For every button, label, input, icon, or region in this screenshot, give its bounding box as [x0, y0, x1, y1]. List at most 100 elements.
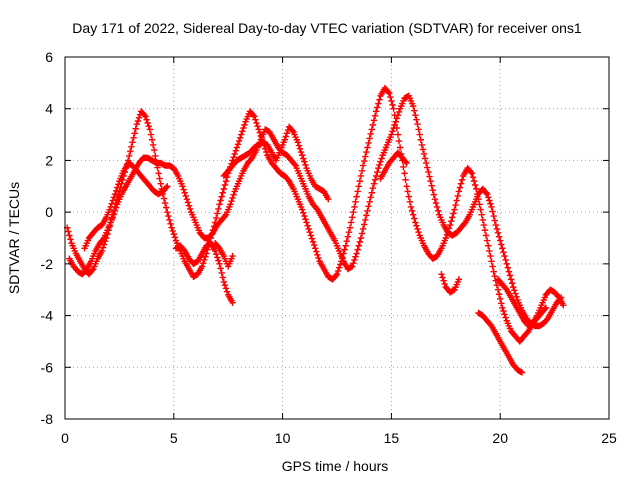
data-point: [511, 287, 518, 294]
data-point: [557, 294, 565, 301]
data-point: [499, 245, 506, 252]
data-point: [110, 210, 118, 218]
data-point: [302, 161, 309, 169]
data-point: [221, 181, 229, 189]
data-point: [142, 113, 149, 120]
data-point: [358, 167, 366, 174]
data-point: [314, 251, 321, 259]
data-point: [307, 232, 315, 239]
data-point: [356, 177, 364, 185]
data-point: [560, 302, 567, 309]
data-point: [502, 285, 509, 292]
data-point: [482, 189, 490, 196]
data-point: [298, 206, 306, 213]
data-point: [337, 261, 344, 268]
data-point: [355, 242, 362, 249]
data-point: [220, 278, 228, 286]
data-point: [378, 155, 385, 162]
data-point: [114, 184, 121, 191]
data-point: [132, 125, 139, 132]
data-point: [160, 195, 168, 202]
data-point: [513, 293, 520, 301]
data-point: [393, 115, 401, 122]
data-point: [490, 212, 497, 220]
data-point: [295, 142, 303, 149]
data-point: [198, 263, 206, 270]
data-point: [497, 237, 504, 244]
data-point: [483, 237, 491, 244]
data-point: [215, 243, 222, 251]
data-point: [372, 108, 380, 115]
data-point: [128, 143, 135, 151]
x-tick-label: 20: [492, 430, 508, 446]
data-point: [151, 146, 158, 154]
data-point: [353, 250, 360, 257]
data-point: [485, 242, 492, 249]
data-point: [308, 235, 316, 242]
data-point: [413, 222, 420, 229]
data-point: [355, 183, 362, 190]
data-point: [374, 168, 381, 176]
data-point: [388, 131, 395, 138]
data-point: [301, 212, 308, 220]
data-point: [457, 180, 465, 187]
data-point: [425, 168, 432, 176]
data-point: [495, 233, 503, 240]
data-point: [456, 184, 464, 191]
data-point: [134, 117, 142, 125]
data-point: [282, 133, 290, 140]
data-point: [481, 227, 489, 234]
data-point: [354, 246, 361, 253]
series-track-i: [475, 309, 526, 376]
data-point: [504, 264, 512, 271]
data-point: [488, 203, 495, 211]
data-point: [143, 116, 150, 123]
data-point: [501, 311, 508, 318]
data-point: [99, 244, 107, 251]
data-point: [468, 170, 476, 177]
data-point: [361, 157, 368, 165]
data-point: [161, 199, 169, 207]
data-point: [503, 260, 510, 268]
data-point: [405, 193, 413, 200]
data-point: [215, 257, 222, 264]
data-point: [222, 177, 230, 185]
data-point: [556, 295, 564, 302]
y-tick-label: -4: [41, 308, 54, 324]
data-point: [384, 88, 392, 96]
data-point: [543, 316, 551, 323]
data-point: [367, 130, 374, 138]
data-point: [149, 141, 157, 149]
data-point: [115, 181, 122, 188]
data-point: [214, 254, 221, 261]
axis-ticks: 0 5 10 15 20 25 -8 -6 -4 -2 0 2 4 6: [41, 49, 617, 446]
data-point: [304, 222, 311, 229]
data-point: [477, 206, 484, 213]
data-point: [112, 187, 120, 195]
data-point: [478, 211, 485, 218]
data-point: [487, 321, 494, 328]
data-point: [508, 280, 516, 287]
data-point: [411, 107, 418, 114]
data-point: [144, 119, 151, 127]
data-point: [214, 210, 221, 217]
data-point: [231, 150, 238, 158]
data-point: [251, 113, 258, 120]
data-point: [363, 148, 370, 156]
y-tick-label: -8: [41, 411, 54, 427]
data-point: [387, 93, 394, 101]
data-point: [284, 176, 292, 184]
data-point: [141, 111, 148, 119]
data-point: [164, 208, 171, 216]
data-point: [239, 128, 246, 135]
data-point: [313, 205, 320, 212]
data-point: [147, 131, 155, 138]
data-point: [297, 148, 305, 156]
data-point: [413, 116, 420, 123]
data-point: [479, 216, 486, 224]
data-point: [392, 118, 399, 125]
data-point: [492, 221, 500, 229]
data-point: [236, 134, 244, 142]
series-track-j: [494, 276, 550, 330]
